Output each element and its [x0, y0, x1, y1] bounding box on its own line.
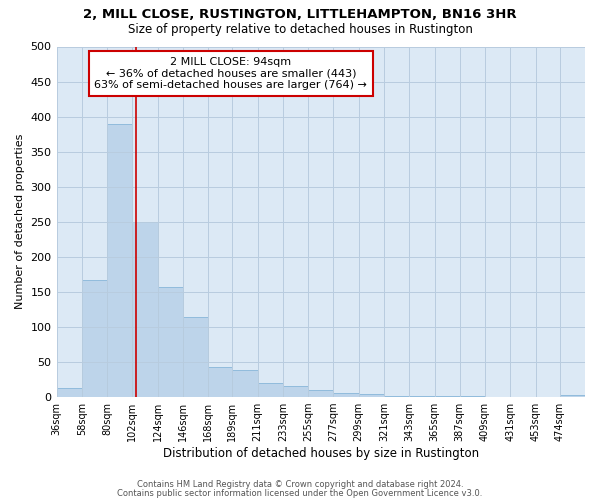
Text: Contains HM Land Registry data © Crown copyright and database right 2024.: Contains HM Land Registry data © Crown c…: [137, 480, 463, 489]
Text: 2 MILL CLOSE: 94sqm
← 36% of detached houses are smaller (443)
63% of semi-detac: 2 MILL CLOSE: 94sqm ← 36% of detached ho…: [94, 57, 367, 90]
Bar: [133, 222, 158, 397]
Bar: [560, 395, 585, 397]
Bar: [384, 396, 409, 397]
Bar: [409, 396, 434, 397]
Bar: [460, 396, 485, 397]
Bar: [107, 124, 133, 397]
Text: Size of property relative to detached houses in Rustington: Size of property relative to detached ho…: [128, 22, 472, 36]
Bar: [334, 393, 359, 397]
Bar: [434, 396, 460, 397]
Bar: [308, 390, 334, 397]
Text: Contains public sector information licensed under the Open Government Licence v3: Contains public sector information licen…: [118, 488, 482, 498]
Bar: [359, 394, 384, 397]
Bar: [183, 317, 208, 397]
X-axis label: Distribution of detached houses by size in Rustington: Distribution of detached houses by size …: [163, 447, 479, 460]
Bar: [208, 367, 232, 397]
Bar: [257, 383, 283, 397]
Text: 2, MILL CLOSE, RUSTINGTON, LITTLEHAMPTON, BN16 3HR: 2, MILL CLOSE, RUSTINGTON, LITTLEHAMPTON…: [83, 8, 517, 20]
Bar: [232, 370, 257, 397]
Bar: [158, 287, 183, 397]
Bar: [56, 388, 82, 397]
Bar: [283, 386, 308, 397]
Y-axis label: Number of detached properties: Number of detached properties: [15, 134, 25, 310]
Bar: [82, 280, 107, 397]
